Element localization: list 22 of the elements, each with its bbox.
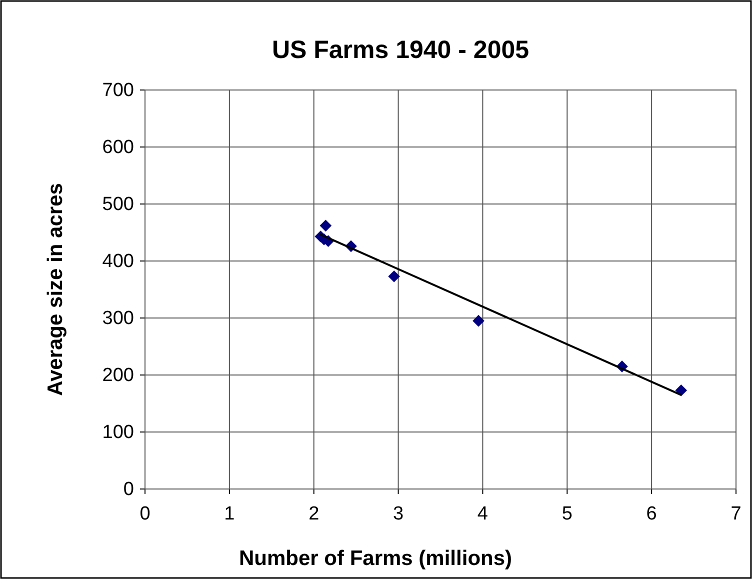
x-axis-title: Number of Farms (millions) bbox=[238, 547, 512, 570]
x-tick-label: 3 bbox=[392, 503, 404, 524]
x-tick-label: 0 bbox=[140, 503, 150, 524]
chart-title: US Farms 1940 - 2005 bbox=[272, 36, 530, 64]
y-tick-label: 600 bbox=[102, 137, 134, 158]
y-tick-label: 500 bbox=[102, 194, 134, 216]
point bbox=[388, 270, 400, 282]
y-tick-label: 700 bbox=[102, 80, 134, 102]
x-tick-label: 5 bbox=[562, 503, 572, 524]
y-tick-label: 400 bbox=[102, 251, 134, 272]
x-tick-label: 2 bbox=[308, 503, 320, 524]
y-tick-label: 100 bbox=[102, 422, 134, 444]
y-tick-label: 300 bbox=[102, 308, 134, 330]
x-tick-label: 7 bbox=[730, 503, 742, 524]
x-tick-label: 4 bbox=[477, 503, 488, 524]
y-axis-title: Average size in acres bbox=[44, 183, 67, 396]
x-tick-label: 6 bbox=[646, 503, 657, 524]
y-tick-label: 200 bbox=[102, 365, 134, 386]
x-tick-label: 1 bbox=[224, 503, 235, 524]
point bbox=[320, 220, 332, 232]
y-tick-label: 0 bbox=[123, 479, 134, 500]
point bbox=[472, 314, 484, 327]
